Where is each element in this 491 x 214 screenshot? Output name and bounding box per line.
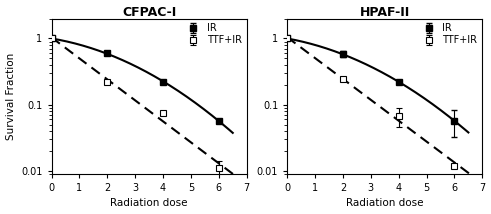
Y-axis label: Survival Fraction: Survival Fraction	[5, 53, 16, 140]
Legend: IR, TTF+IR: IR, TTF+IR	[182, 21, 244, 47]
X-axis label: Radiation dose: Radiation dose	[110, 198, 188, 208]
X-axis label: Radiation dose: Radiation dose	[346, 198, 423, 208]
Title: HPAF-II: HPAF-II	[359, 6, 410, 19]
Legend: IR, TTF+IR: IR, TTF+IR	[417, 21, 479, 47]
Title: CFPAC-I: CFPAC-I	[122, 6, 176, 19]
